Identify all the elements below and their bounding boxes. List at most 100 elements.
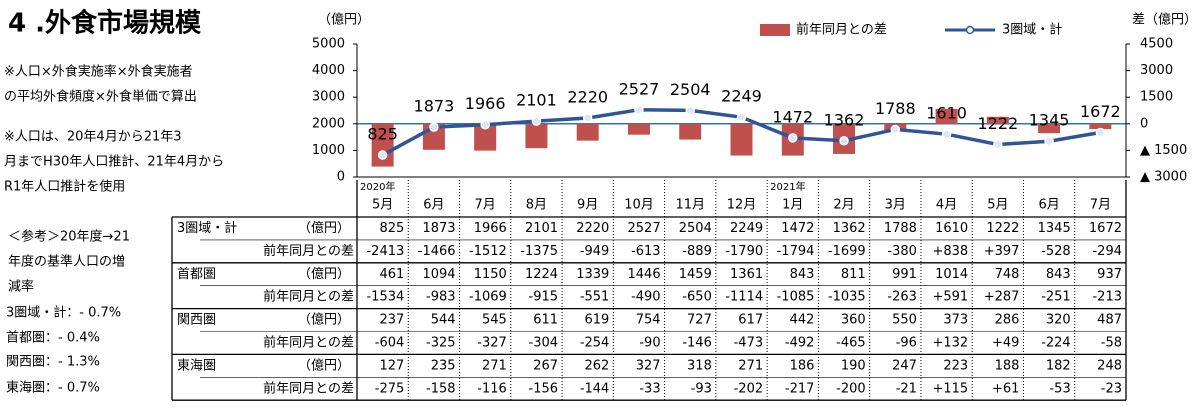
table-diff: -1035 [828,290,866,305]
table-value: 811 [841,267,866,282]
table-value: 237 [379,313,404,328]
table-value: 442 [790,313,815,328]
table-diff: +591 [932,290,968,305]
y2-tick-label: ▲ 3000 [1140,170,1187,185]
table-diff: -1790 [725,244,763,259]
note: 月までH30年人口推計、21年4月から [4,154,224,170]
table-value: 360 [841,313,866,328]
table-diff: -490 [631,290,661,305]
table-value: 619 [585,313,610,328]
bar [627,123,650,135]
table-value: 247 [892,358,917,373]
table-value: 1610 [935,221,968,236]
table-diff: -156 [529,381,559,396]
line-marker [890,124,901,135]
data-label: 1345 [1029,111,1070,130]
table-diff: -1512 [469,244,507,259]
table-diff: -1114 [725,290,763,305]
legend-swatch [760,24,790,36]
legend-label: 3圏域・計 [1002,22,1062,38]
table-diff: -1794 [777,244,815,259]
x-tick-label: 5月 [372,198,393,213]
bar [1038,123,1061,134]
line-marker [429,122,439,132]
table-diff: -327 [477,335,507,350]
table-diff: -254 [580,335,610,350]
table-value: 1339 [576,267,609,282]
table-value: 748 [995,267,1020,282]
y-tick-label: 4000 [312,63,345,78]
table-diff: -380 [887,244,917,259]
table-value: 825 [379,221,404,236]
line-marker [582,113,593,123]
data-label: 2527 [619,79,660,98]
table-value: 190 [841,358,866,373]
note: 減率 [8,279,34,295]
line-marker [685,105,695,116]
note: 3圏域・計：- 0.7% [6,305,121,321]
line-marker [941,129,952,139]
bar [1089,123,1112,130]
table-diff: -275 [375,381,405,396]
table-value: 2527 [628,221,661,236]
note: ＜参考＞20年度→21 [8,229,130,245]
table-value: 1873 [422,221,455,236]
note: 年度の基準人口の増 [8,254,125,270]
data-label: 1362 [824,110,865,129]
table-value: 991 [892,267,917,282]
table-diff: -613 [631,244,661,259]
table-value: 327 [636,358,661,373]
table-value: 2504 [679,221,712,236]
table-diff: -304 [529,335,559,350]
diff-label: 前年同月との差 [263,380,354,396]
table-value: 182 [1046,358,1071,373]
table-diff: -528 [1041,244,1071,259]
data-label: 2220 [567,87,608,106]
table-value: 267 [533,358,558,373]
table-value: 611 [533,313,558,328]
table-diff: -551 [580,290,610,305]
x-group-label: 2021年 [770,180,805,193]
line-marker [993,139,1003,150]
note: 東海圏：- 0.7% [6,380,100,396]
bar [525,123,548,149]
table-diff: -200 [836,381,866,396]
table-diff: -23 [1101,381,1122,396]
bar [576,123,599,141]
table-value: 1788 [884,221,917,236]
table-diff: +397 [984,244,1020,259]
y-tick-label: 3000 [312,90,345,105]
region-name: 関西圏 [177,313,216,328]
line-marker [736,112,747,122]
table-diff: -650 [682,290,712,305]
table-diff: -93 [691,381,712,396]
y-tick-label: 0 [337,170,345,185]
note: ※人口は、20年4月から21年3 [4,130,182,145]
table-value: 373 [943,313,968,328]
legend-label: 前年同月との差 [796,22,887,38]
table-value: 1361 [730,267,763,282]
bar [935,108,958,124]
x-tick-label: 12月 [727,198,757,213]
table-diff: -294 [1092,244,1122,259]
table-diff: -263 [887,290,917,305]
table-diff: -158 [426,381,456,396]
table-diff: -116 [477,381,507,396]
table-diff: -465 [836,335,866,350]
diff-label: 前年同月との差 [263,243,354,259]
x-tick-label: 2月 [833,198,854,213]
bar [730,123,753,156]
y2-tick-label: 0 [1140,116,1148,131]
region-unit: （億円） [298,266,350,282]
table-diff: -53 [1049,381,1070,396]
x-tick-label: 4月 [936,198,957,213]
table-diff: -949 [580,244,610,259]
table-diff: +61 [992,381,1019,396]
y-tick-label: 5000 [312,37,345,52]
table-diff: -96 [896,335,917,350]
table-value: 262 [585,358,610,373]
table-value: 223 [943,358,968,373]
x-tick-label: 6月 [423,198,444,213]
table-value: 1966 [474,221,507,236]
